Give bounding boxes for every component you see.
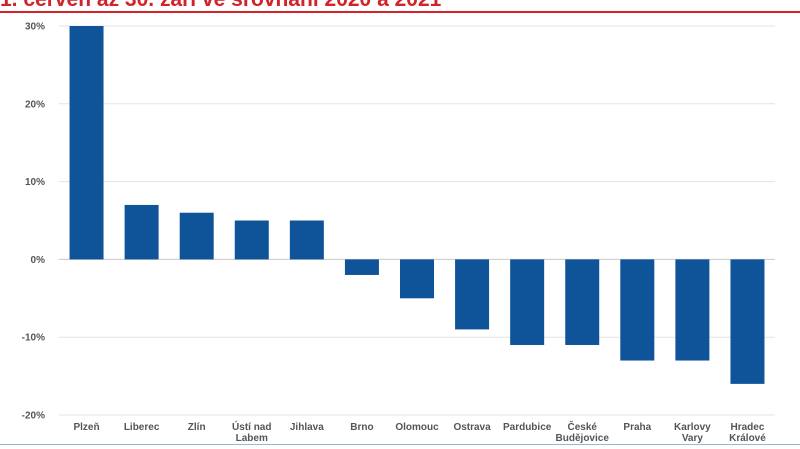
bar <box>620 259 655 361</box>
bar <box>510 259 545 345</box>
bottom-divider <box>0 444 800 445</box>
bar <box>344 259 379 275</box>
bar <box>565 259 600 345</box>
x-tick-label: Ústí nad Labem <box>232 420 271 444</box>
y-tick-label: 30% <box>25 22 45 33</box>
title-bar: 1. červen až 30. září ve srovnání 2020 a… <box>0 0 800 12</box>
x-tick-label: Jihlava <box>290 422 324 433</box>
y-tick-label: -10% <box>22 333 45 344</box>
bar <box>675 259 710 361</box>
bar <box>455 259 490 330</box>
bar <box>234 220 269 260</box>
bar <box>730 259 765 384</box>
bar <box>124 204 159 260</box>
x-tick-label: Ostrava <box>453 422 491 433</box>
bar <box>179 212 214 260</box>
x-tick-label: Liberec <box>124 422 160 433</box>
x-tick-label: Praha <box>623 422 651 433</box>
y-tick-label: 10% <box>25 177 45 188</box>
x-tick-label: Olomouc <box>395 422 439 433</box>
title-underline <box>0 11 800 13</box>
x-tick-label: Brno <box>350 422 373 433</box>
x-tick-label: Hradec Králové <box>729 422 766 444</box>
bar <box>69 26 104 260</box>
bar <box>289 220 324 260</box>
x-tick-label: Zlín <box>188 422 206 433</box>
bar <box>400 259 434 299</box>
x-tick-label: Plzeň <box>73 422 99 433</box>
x-tick-label: Karlovy Vary <box>674 422 711 444</box>
x-tick-label: České Budějovice <box>556 420 610 444</box>
chart-title: 1. červen až 30. září ve srovnání 2020 a… <box>0 0 441 11</box>
y-tick-label: 20% <box>25 99 45 110</box>
x-tick-label: Pardubice <box>503 422 552 433</box>
y-tick-label: 0% <box>31 255 46 266</box>
y-tick-label: -20% <box>22 411 45 422</box>
